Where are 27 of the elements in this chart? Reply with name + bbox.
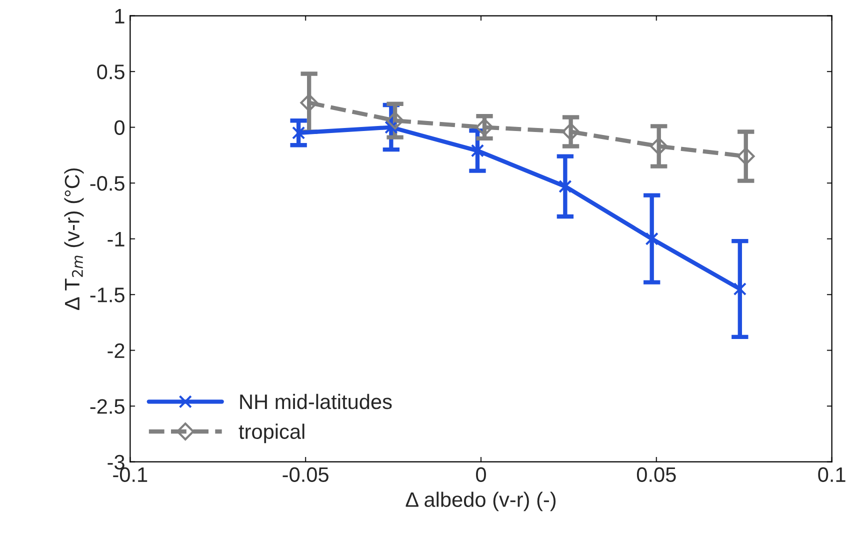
y-tick-label: 0: [114, 120, 124, 136]
y-tick-label: 1: [115, 8, 124, 24]
y-tick-label: -2.5: [90, 399, 124, 414]
x-tick-label: 0: [476, 467, 486, 482]
point: [386, 112, 404, 130]
point: [476, 118, 494, 136]
point: [292, 126, 306, 140]
y-axis-title: Δ T$_{2m}$ (v-r) (°C): [64, 168, 84, 310]
y-tick-label: -1.5: [90, 288, 124, 302]
y-tick-label: -1: [108, 232, 124, 246]
point: [733, 282, 747, 296]
y-tick-label: 0.5: [97, 64, 124, 80]
legend-label: NH mid-latitudes: [240, 394, 392, 410]
y-tick-label: -2: [108, 343, 124, 358]
y-tick-label: -0.5: [90, 176, 124, 191]
legend-label: tropical: [238, 424, 304, 444]
x-tick-label: 0.1: [818, 467, 846, 482]
x-tick-label: -0.05: [282, 467, 328, 482]
x-tick-label: 0.05: [636, 467, 676, 482]
x-axis-title: Δ albedo (v-r) (-): [406, 492, 556, 512]
point: [650, 137, 668, 156]
point: [558, 180, 572, 193]
point: [736, 147, 755, 166]
point: [562, 122, 580, 141]
point: [645, 232, 658, 246]
point: [470, 144, 484, 158]
point: [300, 94, 318, 112]
